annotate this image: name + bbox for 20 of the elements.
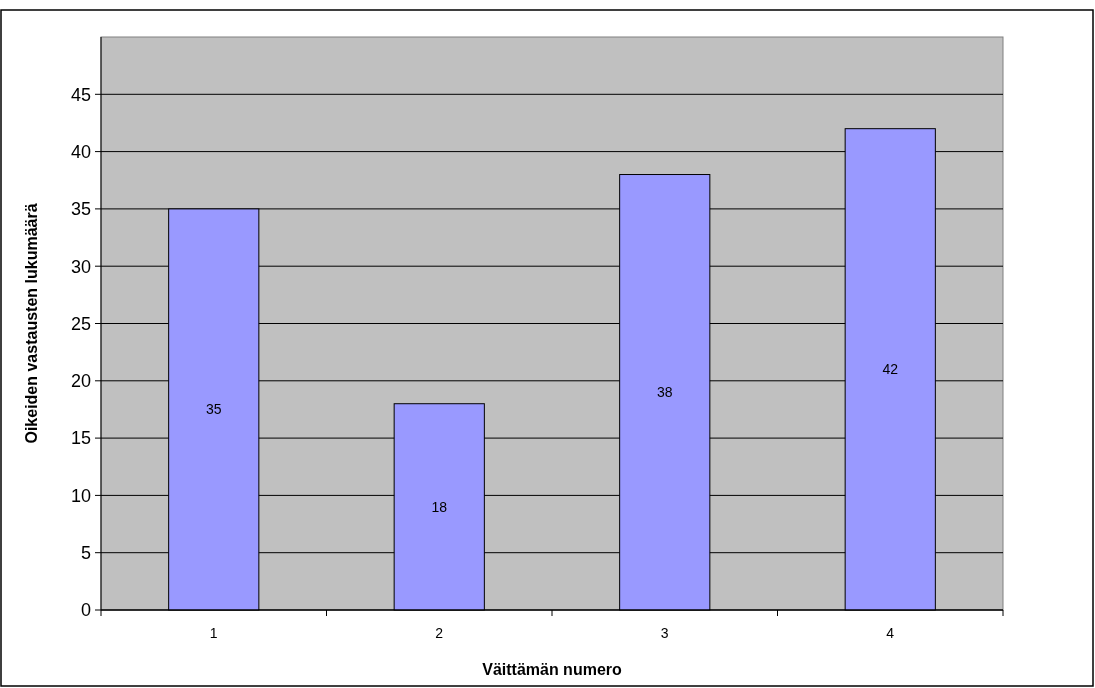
- x-tick-label: 3: [660, 625, 669, 641]
- y-tick-label: 40: [70, 141, 91, 162]
- x-tick-label: 1: [209, 625, 218, 641]
- data-label: 18: [431, 498, 448, 515]
- y-tick-label: 10: [70, 485, 91, 506]
- y-tick-label: 25: [70, 313, 91, 334]
- x-tick-label: 4: [886, 625, 895, 641]
- y-tick-label: 35: [70, 199, 91, 220]
- y-tick-label: 20: [70, 371, 91, 392]
- y-tick-label: 5: [80, 543, 91, 563]
- y-axis-title: Oikeiden vastausten lukumäärä: [23, 203, 40, 444]
- y-tick-label: 30: [70, 256, 91, 277]
- y-tick-label: 15: [70, 428, 91, 449]
- x-axis-title: Väittämän numero: [482, 661, 623, 678]
- x-tick-label: 2: [435, 625, 444, 641]
- data-label: 35: [205, 401, 222, 418]
- data-label: 42: [882, 361, 899, 378]
- y-tick-label: 45: [70, 84, 91, 105]
- data-label: 38: [656, 384, 673, 401]
- y-tick-label: 0: [80, 600, 91, 621]
